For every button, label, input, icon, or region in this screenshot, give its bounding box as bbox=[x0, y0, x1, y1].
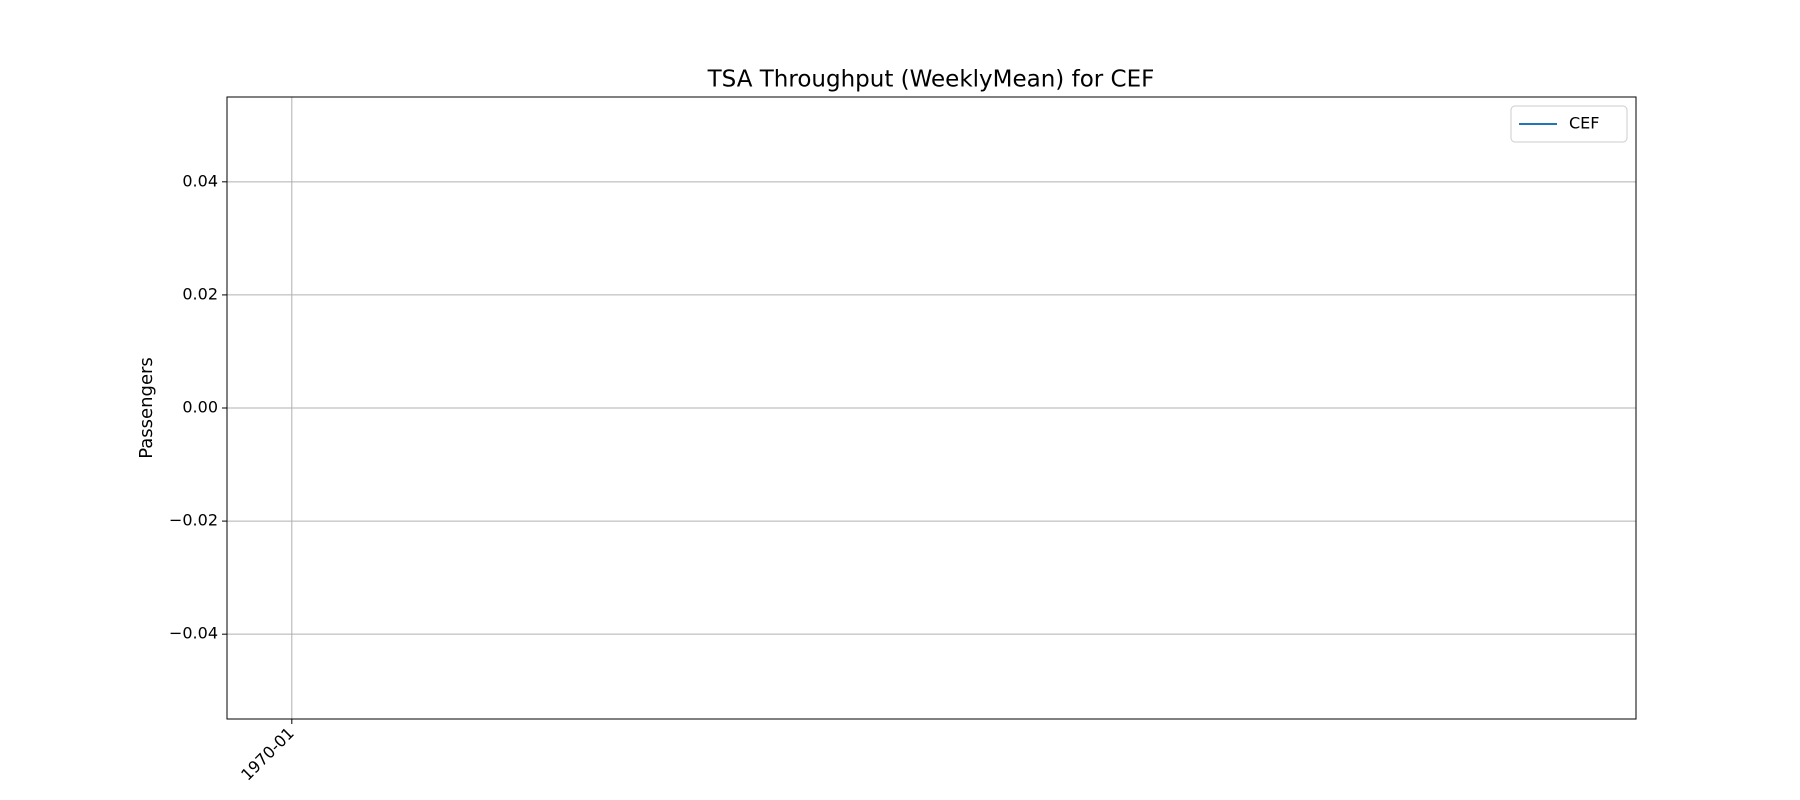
y-tick-label: 0.04 bbox=[182, 171, 218, 190]
plot-frame bbox=[226, 96, 1637, 720]
legend-box bbox=[1510, 105, 1628, 143]
y-tick-label: 0.00 bbox=[182, 398, 218, 417]
y-axis-label: Passengers bbox=[136, 357, 157, 459]
y-tick-label: −0.04 bbox=[169, 624, 218, 643]
x-axis-label: Date bbox=[909, 797, 952, 800]
chart-title: TSA Throughput (WeeklyMean) for CEF bbox=[707, 67, 1155, 93]
y-tick-label: 0.02 bbox=[182, 284, 218, 303]
y-tick-label: −0.02 bbox=[169, 511, 218, 530]
legend-label: CEF bbox=[1569, 114, 1599, 133]
